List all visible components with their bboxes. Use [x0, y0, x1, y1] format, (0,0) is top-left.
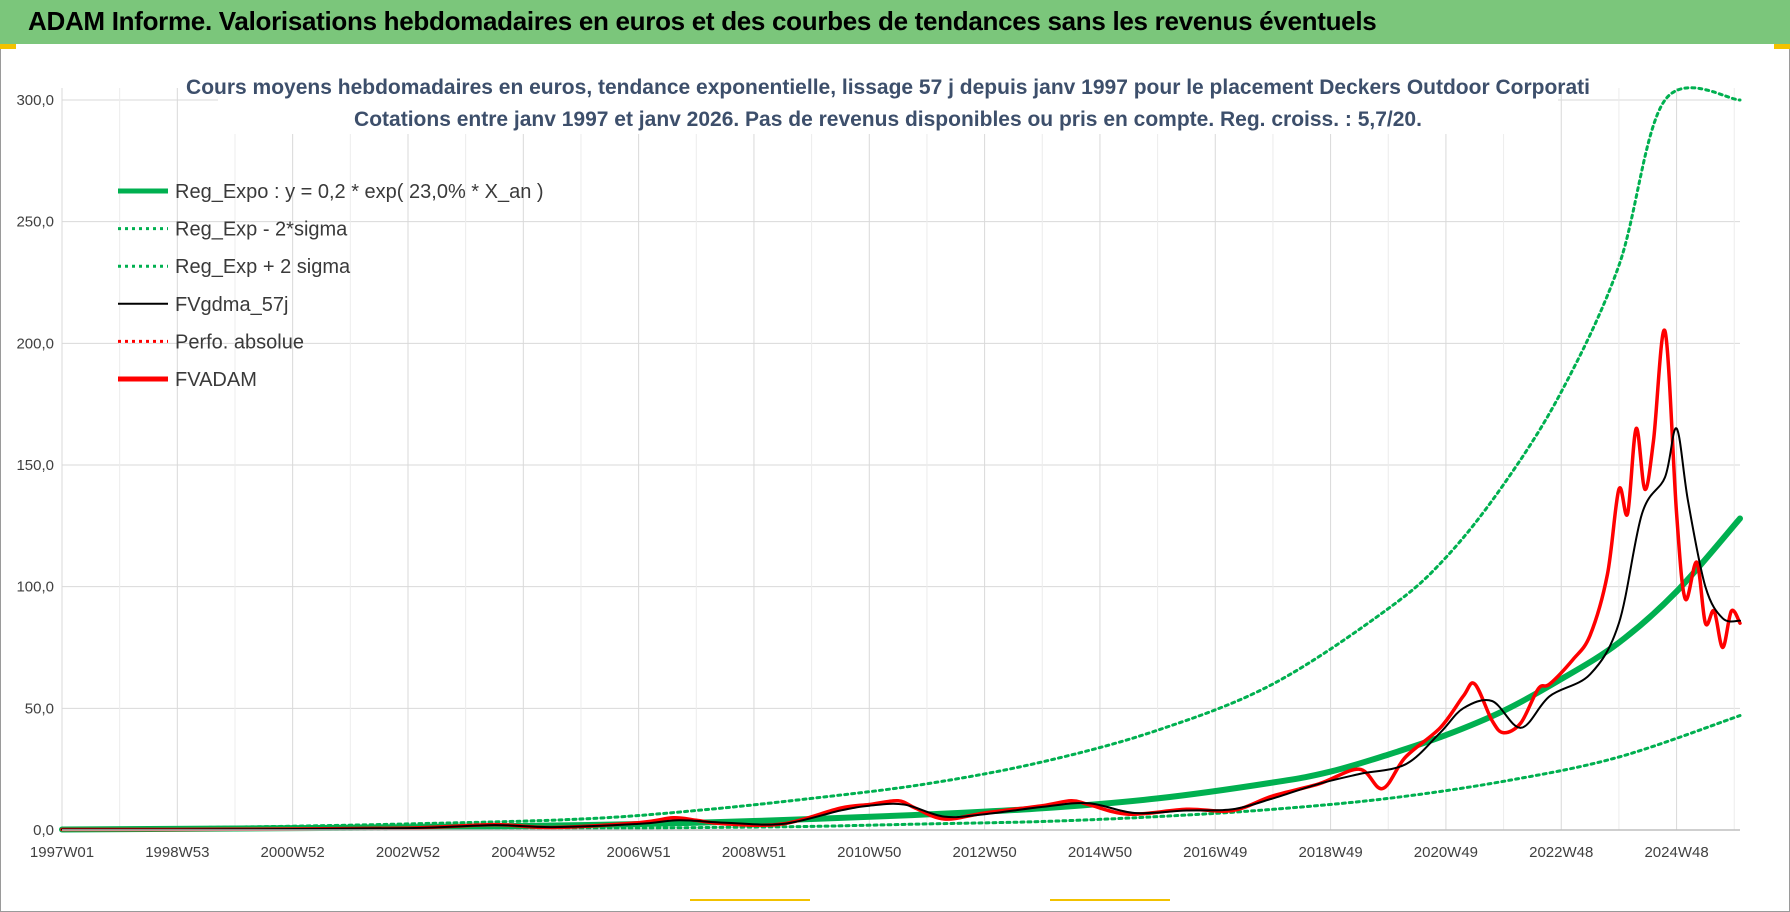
- y-axis-ticks: 0,0 50,0 100,0 150,0 200,0 250,0 300,0: [16, 92, 54, 839]
- y-tick-label: 300,0: [16, 92, 54, 109]
- x-tick-label: 2000W52: [261, 844, 325, 861]
- x-tick-label: 1997W01: [30, 844, 94, 861]
- series-layer: [59, 86, 1743, 833]
- x-tick-label: 2012W50: [953, 844, 1017, 861]
- chart-legend: Reg_Expo : y = 0,2 * exp( 23,0% * X_an )…: [118, 181, 544, 391]
- bottom-marker-left: [690, 899, 810, 901]
- y-tick-label: 200,0: [16, 335, 54, 352]
- x-tick-label: 2024W48: [1644, 844, 1708, 861]
- legend-label: Perfo. absolue: [175, 331, 304, 353]
- legend-label: FVADAM: [175, 369, 257, 391]
- legend-label: Reg_Exp - 2*sigma: [175, 219, 348, 241]
- chart-title-block: Cours moyens hebdomadaires en euros, ten…: [186, 68, 1590, 134]
- y-tick-label: 50,0: [25, 700, 54, 717]
- x-tick-label: 2018W49: [1298, 844, 1362, 861]
- x-tick-label: 2016W49: [1183, 844, 1247, 861]
- x-tick-label: 2002W52: [376, 844, 440, 861]
- series-line: [61, 427, 1741, 831]
- x-tick-label: 2010W50: [837, 844, 901, 861]
- y-tick-label: 250,0: [16, 214, 54, 231]
- x-axis-ticks: 1997W01 1998W53 2000W52 2002W52 2004W52 2006W…: [30, 844, 1709, 861]
- bottom-marker-right: [1050, 899, 1170, 901]
- corner-marker-top-right: [1774, 44, 1790, 49]
- corner-marker-top-left: [0, 44, 16, 49]
- y-tick-label: 100,0: [16, 579, 54, 596]
- series-line: [60, 86, 1742, 831]
- x-tick-label: 2008W51: [722, 844, 786, 861]
- x-tick-label: 2014W50: [1068, 844, 1132, 861]
- legend-label: Reg_Expo : y = 0,2 * exp( 23,0% * X_an ): [175, 181, 544, 203]
- x-tick-label: 2006W51: [607, 844, 671, 861]
- chart-title: Cours moyens hebdomadaires en euros, ten…: [186, 76, 1590, 99]
- x-tick-label: 2004W52: [491, 844, 555, 861]
- banner-title: ADAM Informe. Valorisations hebdomadaire…: [28, 6, 1377, 36]
- legend-label: FVgdma_57j: [175, 294, 288, 316]
- x-tick-label: 1998W53: [145, 844, 209, 861]
- series-line: [60, 328, 1742, 832]
- y-tick-label: 150,0: [16, 457, 54, 474]
- legend-label: Reg_Exp + 2 sigma: [175, 256, 351, 278]
- x-tick-label: 2022W48: [1529, 844, 1593, 861]
- chart-subtitle: Cotations entre janv 1997 et janv 2026. …: [354, 108, 1422, 131]
- y-tick-label: 0,0: [33, 822, 54, 839]
- report-banner: ADAM Informe. Valorisations hebdomadaire…: [0, 0, 1790, 44]
- x-tick-label: 2020W49: [1414, 844, 1478, 861]
